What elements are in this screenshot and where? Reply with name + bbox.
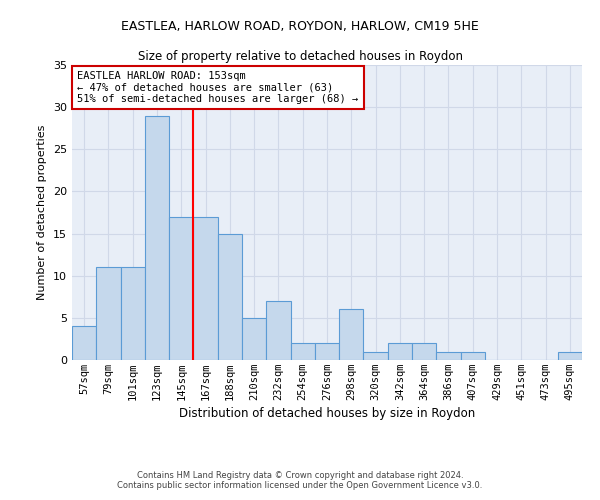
Bar	[242, 318, 266, 360]
Y-axis label: Number of detached properties: Number of detached properties	[37, 125, 47, 300]
Bar	[290, 343, 315, 360]
Bar	[558, 352, 582, 360]
Bar	[193, 216, 218, 360]
Text: EASTLEA, HARLOW ROAD, ROYDON, HARLOW, CM19 5HE: EASTLEA, HARLOW ROAD, ROYDON, HARLOW, CM…	[121, 20, 479, 33]
Bar	[412, 343, 436, 360]
Bar	[145, 116, 169, 360]
Bar	[388, 343, 412, 360]
Bar	[364, 352, 388, 360]
Bar	[121, 268, 145, 360]
Bar	[315, 343, 339, 360]
Bar	[96, 268, 121, 360]
Bar	[72, 326, 96, 360]
Text: EASTLEA HARLOW ROAD: 153sqm
← 47% of detached houses are smaller (63)
51% of sem: EASTLEA HARLOW ROAD: 153sqm ← 47% of det…	[77, 71, 358, 104]
Bar	[339, 310, 364, 360]
Text: Contains HM Land Registry data © Crown copyright and database right 2024.
Contai: Contains HM Land Registry data © Crown c…	[118, 470, 482, 490]
X-axis label: Distribution of detached houses by size in Roydon: Distribution of detached houses by size …	[179, 407, 475, 420]
Bar	[218, 234, 242, 360]
Bar	[169, 216, 193, 360]
Bar	[461, 352, 485, 360]
Bar	[436, 352, 461, 360]
Bar	[266, 301, 290, 360]
Text: Size of property relative to detached houses in Roydon: Size of property relative to detached ho…	[137, 50, 463, 63]
